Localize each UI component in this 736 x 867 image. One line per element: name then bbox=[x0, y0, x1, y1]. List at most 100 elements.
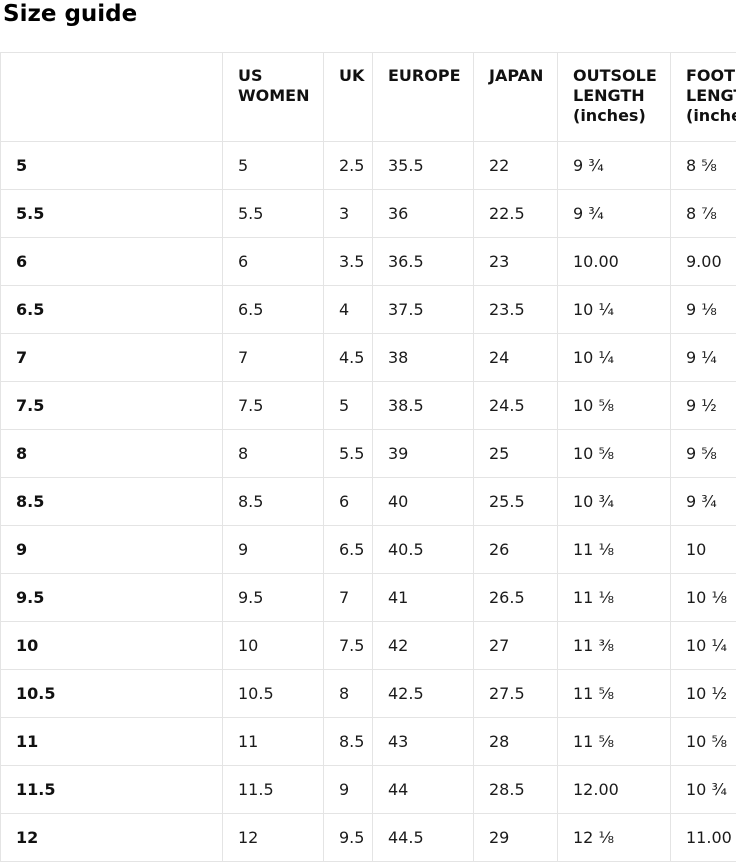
cell-us-women: 12 bbox=[222, 813, 324, 862]
cell-europe: 37.5 bbox=[372, 285, 474, 334]
cell-japan: 26.5 bbox=[473, 573, 558, 622]
cell-europe: 38 bbox=[372, 333, 474, 382]
cell-japan: 24 bbox=[473, 333, 558, 382]
cell-uk: 2.5 bbox=[323, 141, 373, 190]
cell-japan: 22.5 bbox=[473, 189, 558, 238]
cell-size: 9 bbox=[0, 525, 223, 574]
cell-uk: 9.5 bbox=[323, 813, 373, 862]
table-row: 10.5 10.5 8 42.5 27.5 11 ⅝ 10 ½ bbox=[0, 669, 736, 718]
cell-us-women: 8 bbox=[222, 429, 324, 478]
cell-size: 6 bbox=[0, 237, 223, 286]
cell-outsole-length: 12 ⅛ bbox=[557, 813, 671, 862]
cell-japan: 22 bbox=[473, 141, 558, 190]
size-guide-table-wrap: US WOMEN UK EUROPE JAPAN OUTSOLE LENGTH … bbox=[0, 52, 736, 867]
header-cell-europe: EUROPE bbox=[372, 52, 474, 142]
cell-us-women: 10 bbox=[222, 621, 324, 670]
cell-us-women: 9 bbox=[222, 525, 324, 574]
cell-uk: 9 bbox=[323, 765, 373, 814]
cell-japan: 26 bbox=[473, 525, 558, 574]
cell-size: 8.5 bbox=[0, 477, 223, 526]
size-guide-table: US WOMEN UK EUROPE JAPAN OUTSOLE LENGTH … bbox=[0, 52, 736, 862]
cell-europe: 36.5 bbox=[372, 237, 474, 286]
header-cell-outsole-length: OUTSOLE LENGTH (inches) bbox=[557, 52, 671, 142]
cell-us-women: 6 bbox=[222, 237, 324, 286]
cell-foot-length: 11.00 bbox=[670, 813, 736, 862]
cell-europe: 38.5 bbox=[372, 381, 474, 430]
cell-size: 9.5 bbox=[0, 573, 223, 622]
cell-outsole-length: 11 ⅝ bbox=[557, 669, 671, 718]
cell-uk: 5 bbox=[323, 381, 373, 430]
table-row: 11.5 11.5 9 44 28.5 12.00 10 ¾ bbox=[0, 765, 736, 814]
cell-japan: 25 bbox=[473, 429, 558, 478]
cell-foot-length: 8 ⅞ bbox=[670, 189, 736, 238]
cell-foot-length: 9.00 bbox=[670, 237, 736, 286]
header-cell-foot-length: FOOT LENGTH (inches) bbox=[670, 52, 736, 142]
cell-us-women: 10.5 bbox=[222, 669, 324, 718]
cell-us-women: 9.5 bbox=[222, 573, 324, 622]
cell-foot-length: 8 ⅝ bbox=[670, 141, 736, 190]
cell-uk: 6 bbox=[323, 477, 373, 526]
cell-outsole-length: 10 ⅝ bbox=[557, 381, 671, 430]
cell-us-women: 11.5 bbox=[222, 765, 324, 814]
cell-outsole-length: 10 ¼ bbox=[557, 333, 671, 382]
cell-uk: 8.5 bbox=[323, 717, 373, 766]
cell-uk: 4 bbox=[323, 285, 373, 334]
cell-uk: 4.5 bbox=[323, 333, 373, 382]
table-row: 9.5 9.5 7 41 26.5 11 ⅛ 10 ⅛ bbox=[0, 573, 736, 622]
cell-size: 8 bbox=[0, 429, 223, 478]
header-row: US WOMEN UK EUROPE JAPAN OUTSOLE LENGTH … bbox=[0, 52, 736, 142]
cell-europe: 40.5 bbox=[372, 525, 474, 574]
table-row: 12 12 9.5 44.5 29 12 ⅛ 11.00 bbox=[0, 813, 736, 862]
cell-foot-length: 10 ¾ bbox=[670, 765, 736, 814]
header-cell-us-women: US WOMEN bbox=[222, 52, 324, 142]
cell-size: 7 bbox=[0, 333, 223, 382]
cell-japan: 25.5 bbox=[473, 477, 558, 526]
cell-japan: 28.5 bbox=[473, 765, 558, 814]
cell-uk: 6.5 bbox=[323, 525, 373, 574]
cell-outsole-length: 9 ¾ bbox=[557, 189, 671, 238]
cell-europe: 40 bbox=[372, 477, 474, 526]
cell-uk: 3 bbox=[323, 189, 373, 238]
cell-foot-length: 10 ¼ bbox=[670, 621, 736, 670]
cell-foot-length: 9 ¼ bbox=[670, 333, 736, 382]
cell-foot-length: 10 bbox=[670, 525, 736, 574]
cell-europe: 35.5 bbox=[372, 141, 474, 190]
table-row: 9 9 6.5 40.5 26 11 ⅛ 10 bbox=[0, 525, 736, 574]
cell-us-women: 7.5 bbox=[222, 381, 324, 430]
cell-uk: 7 bbox=[323, 573, 373, 622]
page-title: Size guide bbox=[3, 1, 138, 27]
cell-japan: 23.5 bbox=[473, 285, 558, 334]
cell-size: 11.5 bbox=[0, 765, 223, 814]
cell-foot-length: 10 ½ bbox=[670, 669, 736, 718]
cell-outsole-length: 10 ¼ bbox=[557, 285, 671, 334]
cell-uk: 8 bbox=[323, 669, 373, 718]
cell-size: 7.5 bbox=[0, 381, 223, 430]
cell-foot-length: 9 ½ bbox=[670, 381, 736, 430]
table-row: 11 11 8.5 43 28 11 ⅝ 10 ⅝ bbox=[0, 717, 736, 766]
table-row: 10 10 7.5 42 27 11 ⅜ 10 ¼ bbox=[0, 621, 736, 670]
cell-europe: 41 bbox=[372, 573, 474, 622]
cell-uk: 7.5 bbox=[323, 621, 373, 670]
cell-japan: 24.5 bbox=[473, 381, 558, 430]
cell-europe: 42 bbox=[372, 621, 474, 670]
cell-foot-length: 10 ⅝ bbox=[670, 717, 736, 766]
header-cell-uk: UK bbox=[323, 52, 373, 142]
cell-outsole-length: 11 ⅛ bbox=[557, 573, 671, 622]
cell-us-women: 5 bbox=[222, 141, 324, 190]
cell-europe: 39 bbox=[372, 429, 474, 478]
cell-outsole-length: 11 ⅝ bbox=[557, 717, 671, 766]
cell-size: 11 bbox=[0, 717, 223, 766]
cell-japan: 27.5 bbox=[473, 669, 558, 718]
cell-foot-length: 10 ⅛ bbox=[670, 573, 736, 622]
cell-outsole-length: 10.00 bbox=[557, 237, 671, 286]
cell-japan: 27 bbox=[473, 621, 558, 670]
cell-us-women: 7 bbox=[222, 333, 324, 382]
